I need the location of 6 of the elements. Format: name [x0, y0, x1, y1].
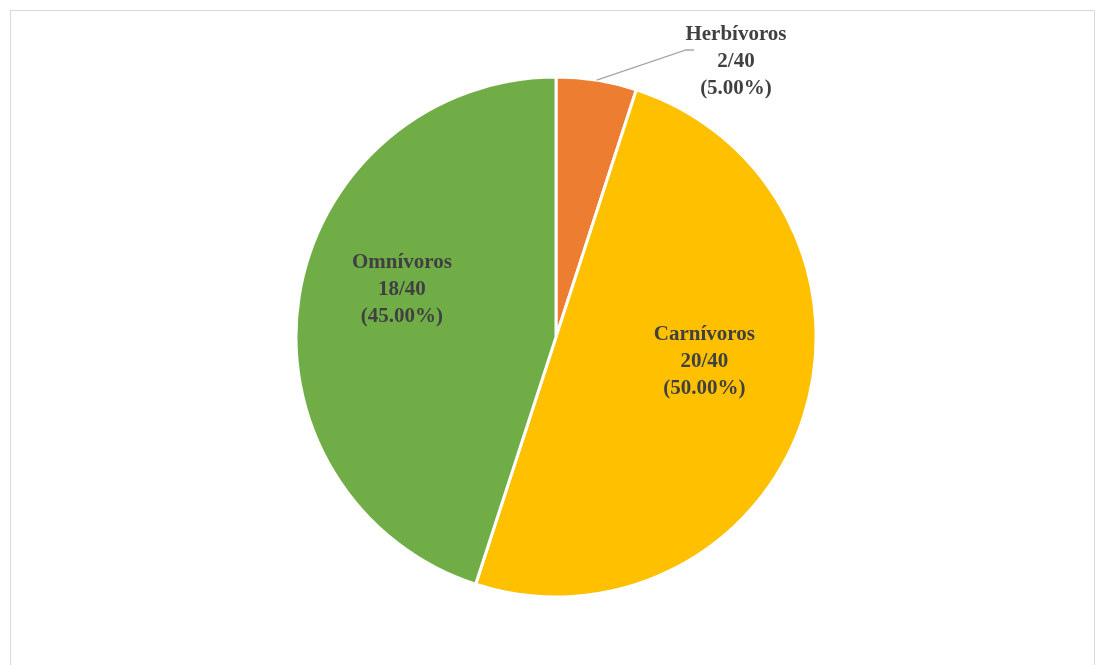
- slice-label: Herbívoros: [685, 21, 787, 45]
- data-label: 2/40 (5.00%): [700, 48, 772, 99]
- data-label: 18/40 (45.00%): [360, 275, 444, 327]
- slice-label: Omnívoros: [351, 248, 452, 273]
- slice-label: Carnívoros: [653, 321, 755, 346]
- data-label: 20/40 (50.00%): [663, 348, 746, 400]
